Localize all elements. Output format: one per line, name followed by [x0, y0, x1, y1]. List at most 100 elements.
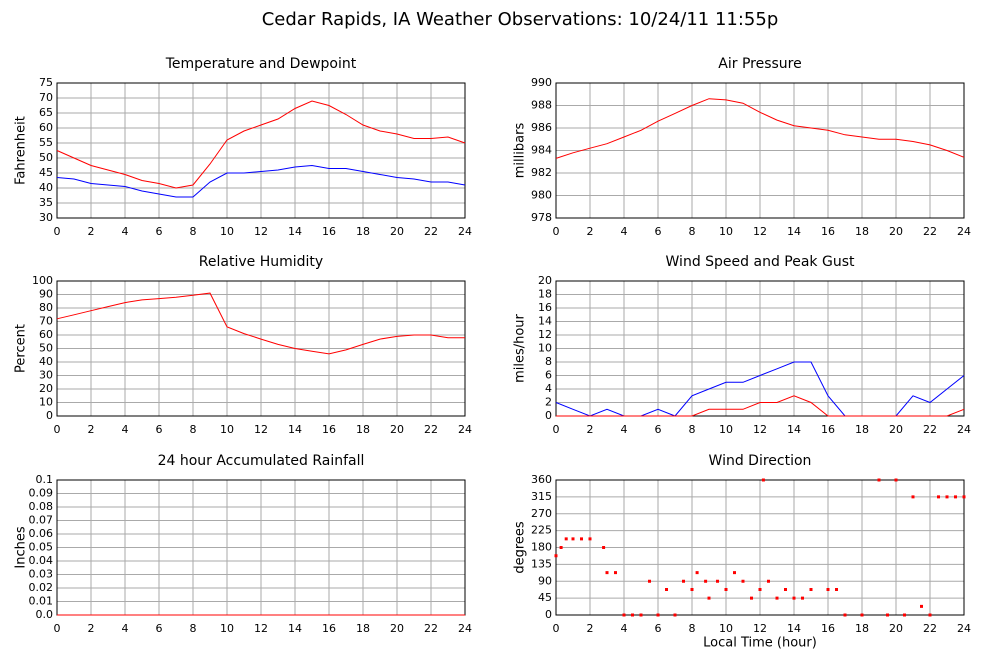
y-tick-label: 4: [545, 382, 552, 395]
y-axis-label: millibars: [513, 123, 528, 179]
x-tick-label: 0: [54, 225, 61, 238]
y-tick-label: 10: [39, 396, 53, 409]
x-tick-label: 0: [553, 622, 560, 635]
y-tick-label: 0.0: [36, 608, 54, 621]
data-line: [56, 100, 466, 189]
y-tick-label: 70: [39, 91, 53, 104]
y-tick-label: 978: [531, 211, 552, 224]
x-tick-label: 10: [719, 622, 733, 635]
y-tick-label: 30: [39, 369, 53, 382]
y-tick-label: 225: [531, 524, 552, 537]
x-axis-label: Local Time (hour): [703, 636, 817, 651]
x-tick-label: 10: [220, 423, 234, 436]
x-tick-label: 20: [390, 622, 404, 635]
y-tick-label: 986: [531, 121, 552, 134]
data-line: [56, 164, 466, 198]
data-point: [673, 613, 677, 617]
data-point: [860, 613, 864, 617]
data-point: [554, 554, 558, 558]
x-tick-label: 6: [655, 225, 662, 238]
page-title: Cedar Rapids, IA Weather Observations: 1…: [262, 9, 779, 30]
x-tick-label: 10: [719, 423, 733, 436]
chart-title: Wind Direction: [709, 453, 812, 469]
data-point: [690, 588, 694, 591]
x-tick-label: 12: [753, 225, 767, 238]
y-tick-label: 360: [531, 473, 552, 486]
x-tick-label: 4: [621, 423, 628, 436]
x-tick-label: 2: [587, 423, 594, 436]
x-tick-label: 6: [655, 423, 662, 436]
y-tick-label: 0.06: [29, 527, 54, 540]
chart-title: Temperature and Dewpoint: [165, 56, 357, 72]
data-point: [937, 495, 940, 499]
x-tick-label: 18: [855, 225, 869, 238]
x-tick-label: 24: [458, 225, 472, 238]
x-tick-label: 22: [923, 423, 937, 436]
x-tick-label: 24: [957, 423, 971, 436]
y-tick-label: 45: [538, 591, 552, 604]
x-tick-label: 4: [122, 225, 129, 238]
x-tick-label: 24: [957, 225, 971, 238]
y-axis-label: miles/hour: [513, 313, 528, 382]
chart-title: Air Pressure: [718, 56, 801, 72]
y-tick-label: 60: [39, 121, 53, 134]
y-tick-label: 90: [39, 288, 53, 301]
y-tick-label: 0.08: [29, 500, 54, 513]
data-point: [724, 588, 728, 591]
y-tick-label: 40: [39, 355, 53, 368]
plot-frame: [555, 82, 965, 219]
x-tick-label: 16: [322, 225, 336, 238]
x-tick-label: 12: [753, 423, 767, 436]
plot-frame: [56, 280, 466, 417]
data-point: [826, 588, 830, 591]
y-tick-label: 45: [39, 166, 53, 179]
data-point: [775, 596, 779, 600]
y-tick-label: 982: [531, 166, 552, 179]
y-tick-label: 980: [531, 189, 552, 202]
data-point: [656, 613, 660, 617]
x-tick-label: 14: [787, 622, 801, 635]
x-tick-label: 0: [54, 622, 61, 635]
data-point: [843, 613, 847, 617]
data-point: [602, 546, 606, 549]
data-point: [903, 613, 906, 617]
data-point: [758, 588, 762, 591]
data-point: [835, 588, 838, 591]
x-tick-label: 6: [156, 622, 163, 635]
x-tick-label: 22: [424, 225, 438, 238]
data-point: [559, 546, 563, 549]
data-point: [733, 571, 736, 575]
data-point: [928, 613, 932, 617]
x-tick-label: 22: [923, 225, 937, 238]
y-tick-label: 2: [545, 396, 552, 409]
data-point: [920, 604, 923, 608]
y-tick-label: 988: [531, 99, 552, 112]
x-tick-label: 20: [889, 225, 903, 238]
y-tick-label: 90: [538, 574, 552, 587]
data-point: [784, 588, 787, 591]
x-tick-label: 4: [621, 622, 628, 635]
data-point: [954, 495, 957, 499]
chart-title: Wind Speed and Peak Gust: [666, 254, 855, 270]
y-axis-label: Inches: [14, 526, 29, 568]
y-axis-label: Fahrenheit: [14, 116, 29, 185]
y-tick-label: 40: [39, 181, 53, 194]
y-tick-label: 8: [545, 355, 552, 368]
y-tick-label: 65: [39, 106, 53, 119]
x-tick-label: 12: [753, 622, 767, 635]
x-tick-label: 20: [390, 225, 404, 238]
x-tick-label: 22: [424, 423, 438, 436]
data-point: [801, 596, 804, 600]
x-tick-label: 2: [88, 622, 95, 635]
data-point: [682, 579, 685, 583]
x-tick-label: 4: [122, 622, 129, 635]
x-tick-label: 6: [655, 622, 662, 635]
x-tick-label: 0: [553, 423, 560, 436]
y-tick-label: 0.01: [29, 595, 54, 608]
data-point: [809, 588, 813, 591]
x-tick-label: 24: [458, 622, 472, 635]
x-tick-label: 12: [254, 423, 268, 436]
data-point: [695, 571, 699, 575]
y-tick-label: 0.03: [29, 568, 54, 581]
